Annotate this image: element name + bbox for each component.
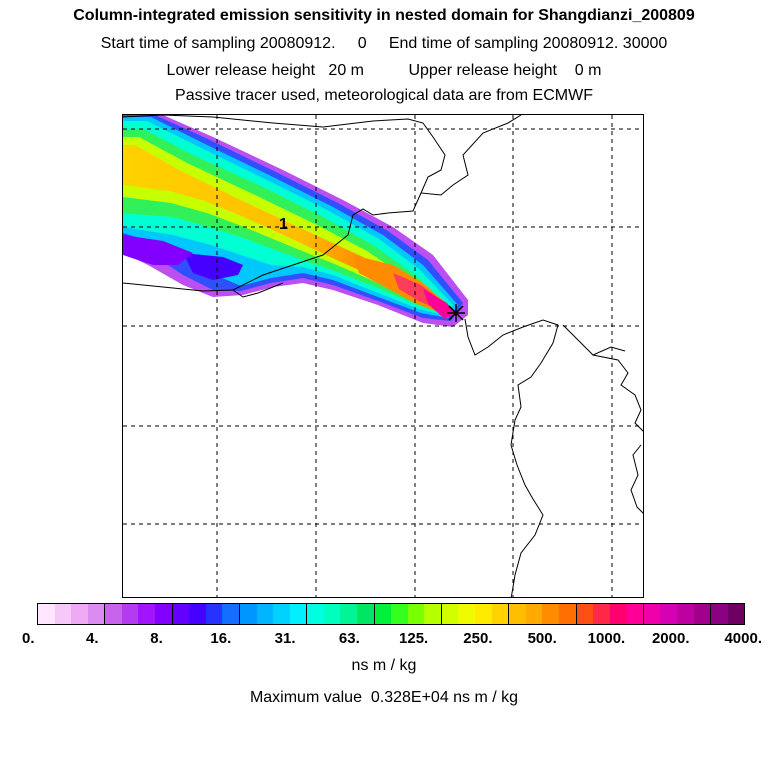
colorbar-segment — [407, 604, 425, 624]
colorbar-segment — [289, 604, 308, 624]
colorbar-segment — [273, 604, 290, 624]
colorbar-segment — [576, 604, 594, 624]
colorbar-segment — [676, 604, 694, 624]
emission-sensitivity-map: 1 — [122, 114, 644, 598]
tracer-info-line: Passive tracer used, meteorological data… — [175, 87, 593, 104]
colorbar-segment — [205, 604, 223, 624]
colorbar-segment — [391, 604, 408, 624]
colorbar-tick-label: 2000. — [651, 630, 690, 647]
colorbar-segment — [155, 604, 173, 624]
colorbar-segment — [87, 604, 106, 624]
colorbar-tick-label: 4000. — [724, 630, 762, 647]
colorbar-segment — [307, 604, 324, 624]
colorbar-tick-label: 4. — [86, 630, 99, 647]
graticule — [123, 115, 643, 597]
colorbar-tick-label: 0. — [22, 630, 35, 647]
colorbar-segment — [441, 604, 459, 624]
colorbar-segment — [626, 604, 644, 624]
colorbar-tick-label: 500. — [527, 630, 557, 647]
colorbar-segment — [356, 604, 375, 624]
colorbar-segment — [323, 604, 341, 624]
colorbar-tick-label: 1000. — [587, 630, 626, 647]
colorbar-segment — [509, 604, 526, 624]
colorbar-segment — [138, 604, 156, 624]
colorbar-segment — [256, 604, 274, 624]
sampling-time-line: Start time of sampling 20080912. 0 End t… — [100, 35, 668, 52]
colorbar-segment — [542, 604, 559, 624]
colorbar-segment — [424, 604, 442, 624]
colorbar-segment — [189, 604, 206, 624]
colorbar-segment — [38, 604, 55, 624]
colorbar-segment — [525, 604, 543, 624]
map-title: Column-integrated emission sensitivity i… — [73, 7, 695, 24]
colorbar-segment — [727, 604, 745, 624]
colorbar-segment — [374, 604, 392, 624]
release-height-line: Lower release height 20 m Upper release … — [166, 62, 602, 79]
colorbar-segment — [593, 604, 610, 624]
colorbar-segment — [693, 604, 712, 624]
colorbar-segment — [711, 604, 728, 624]
colorbar-segment — [121, 604, 139, 624]
maximum-value-text: Maximum value 0.328E+04 ns m / kg — [249, 689, 519, 706]
colorbar-segment — [558, 604, 577, 624]
colorbar-tick-label: 125. — [399, 630, 429, 647]
day-marker-label: 1 — [279, 216, 288, 233]
colorbar-segment — [54, 604, 72, 624]
colorbar-segment — [458, 604, 476, 624]
receptor-star-icon — [447, 304, 465, 322]
colorbar-tick-label: 8. — [150, 630, 163, 647]
colorbar-segment — [475, 604, 492, 624]
colorbar-segment — [172, 604, 190, 624]
colorbar-segment — [340, 604, 357, 624]
colorbar — [37, 603, 745, 625]
colorbar-segment — [239, 604, 257, 624]
colorbar-segment — [222, 604, 240, 624]
colorbar-tick-label: 16. — [210, 630, 232, 647]
map-canvas: 1 — [123, 115, 643, 597]
colorbar-segment — [71, 604, 88, 624]
colorbar-tick-label: 31. — [274, 630, 296, 647]
colorbar-units: ns m / kg — [351, 657, 417, 674]
colorbar-segment — [491, 604, 510, 624]
coastline — [123, 115, 643, 597]
colorbar-segment — [660, 604, 677, 624]
colorbar-tick-label: 250. — [463, 630, 493, 647]
colorbar-tick-label: 63. — [338, 630, 360, 647]
colorbar-segment — [609, 604, 627, 624]
colorbar-segment — [105, 604, 122, 624]
colorbar-segment — [643, 604, 661, 624]
sensitivity-plume — [123, 115, 468, 327]
